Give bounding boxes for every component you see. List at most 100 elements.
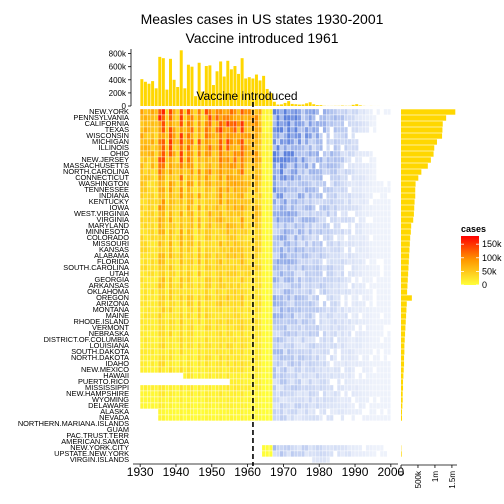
heat-cell xyxy=(254,331,259,337)
heat-cell xyxy=(161,391,165,397)
heat-cell xyxy=(240,403,244,409)
heat-cell xyxy=(337,451,341,457)
heat-cell xyxy=(208,325,212,331)
year-bar xyxy=(229,69,233,106)
heat-cell xyxy=(287,229,291,235)
heat-cell xyxy=(201,397,205,403)
heat-cell xyxy=(351,253,355,259)
heat-cell xyxy=(272,157,276,163)
heat-cell xyxy=(204,415,208,421)
heat-cell xyxy=(294,313,298,319)
heat-cell xyxy=(308,247,312,253)
heat-cell xyxy=(373,199,377,205)
state-total-bar xyxy=(401,169,422,175)
heat-cell xyxy=(348,271,352,277)
heat-cell xyxy=(351,319,355,325)
state-total-bar xyxy=(401,373,404,379)
heat-cell xyxy=(290,133,294,139)
heat-cell xyxy=(272,415,276,421)
heat-cell xyxy=(272,115,276,121)
heat-cell xyxy=(333,397,337,403)
heat-cell xyxy=(337,295,341,301)
heat-cell xyxy=(244,295,248,301)
heat-cell xyxy=(380,205,384,211)
heat-cell xyxy=(226,343,230,349)
heat-cell xyxy=(344,361,348,367)
heat-cell xyxy=(151,169,155,175)
heat-cell xyxy=(183,127,187,133)
heat-cell xyxy=(197,391,201,397)
heat-cell xyxy=(194,409,198,415)
heat-cell xyxy=(326,451,330,457)
heat-cell xyxy=(179,253,183,259)
heat-cell xyxy=(351,355,355,361)
heat-cell xyxy=(190,409,194,415)
heat-cell xyxy=(272,331,276,337)
heat-cell xyxy=(362,283,366,289)
heat-cell xyxy=(355,181,359,187)
heat-cell xyxy=(362,355,366,361)
heat-cell xyxy=(272,187,276,193)
heat-cell xyxy=(294,145,298,151)
heat-cell xyxy=(287,139,291,145)
heat-cell xyxy=(154,331,158,337)
heat-cell xyxy=(244,397,248,403)
heat-cell xyxy=(319,385,323,391)
heat-cell xyxy=(348,373,352,379)
heat-cell xyxy=(265,445,269,451)
heat-cell xyxy=(369,343,373,349)
heat-cell xyxy=(301,223,305,229)
heat-cell xyxy=(351,451,355,457)
heat-cell xyxy=(143,217,148,223)
heat-cell xyxy=(140,313,144,319)
heat-cell xyxy=(380,181,384,187)
heat-cell xyxy=(376,283,380,289)
heat-cell xyxy=(265,379,269,385)
heat-cell xyxy=(147,361,151,367)
heat-cell xyxy=(154,295,158,301)
heat-cell xyxy=(176,223,180,229)
heat-cell xyxy=(337,367,341,373)
heat-cell xyxy=(172,403,176,409)
heat-cell xyxy=(355,295,359,301)
heat-cell xyxy=(172,337,176,343)
heat-cell xyxy=(183,331,187,337)
heat-cell xyxy=(143,163,148,169)
heat-cell xyxy=(154,121,158,127)
heat-cell xyxy=(287,259,291,265)
heat-cell xyxy=(287,133,291,139)
heat-cell xyxy=(305,313,309,319)
heat-cell xyxy=(186,277,191,283)
heat-cell xyxy=(211,229,216,235)
heat-cell xyxy=(330,139,334,145)
heat-cell xyxy=(154,211,158,217)
heat-cell xyxy=(283,247,287,253)
heat-cell xyxy=(240,175,244,181)
heat-cell xyxy=(254,223,259,229)
heat-cell xyxy=(355,127,359,133)
heat-cell xyxy=(269,391,273,397)
heat-cell xyxy=(201,331,205,337)
heat-cell xyxy=(179,157,183,163)
heat-cell xyxy=(165,175,169,181)
heat-cell xyxy=(301,157,305,163)
right-axis-tick-label: 1.5m xyxy=(448,471,457,489)
heat-cell xyxy=(376,367,380,373)
heat-cell xyxy=(373,169,377,175)
heat-cell xyxy=(337,187,341,193)
heat-cell xyxy=(201,247,205,253)
heat-cell xyxy=(194,109,198,115)
heat-cell xyxy=(229,373,234,379)
heat-cell xyxy=(211,301,216,307)
heat-cell xyxy=(154,235,158,241)
heat-cell xyxy=(140,277,144,283)
heat-cell xyxy=(197,229,201,235)
state-label: UPSTATE.NEW.YORK xyxy=(54,449,129,458)
heat-cell xyxy=(358,409,362,415)
heat-cell xyxy=(380,241,384,247)
heat-cell xyxy=(272,301,276,307)
heat-cell xyxy=(322,313,327,319)
heat-cell xyxy=(186,319,191,325)
heat-cell xyxy=(183,361,187,367)
heat-cell xyxy=(258,391,262,397)
